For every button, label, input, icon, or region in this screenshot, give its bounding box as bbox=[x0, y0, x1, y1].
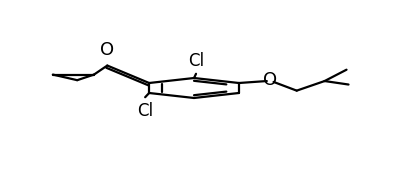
Text: Cl: Cl bbox=[188, 52, 204, 70]
Text: Cl: Cl bbox=[137, 102, 153, 120]
Text: O: O bbox=[100, 41, 114, 59]
Text: O: O bbox=[263, 71, 277, 89]
